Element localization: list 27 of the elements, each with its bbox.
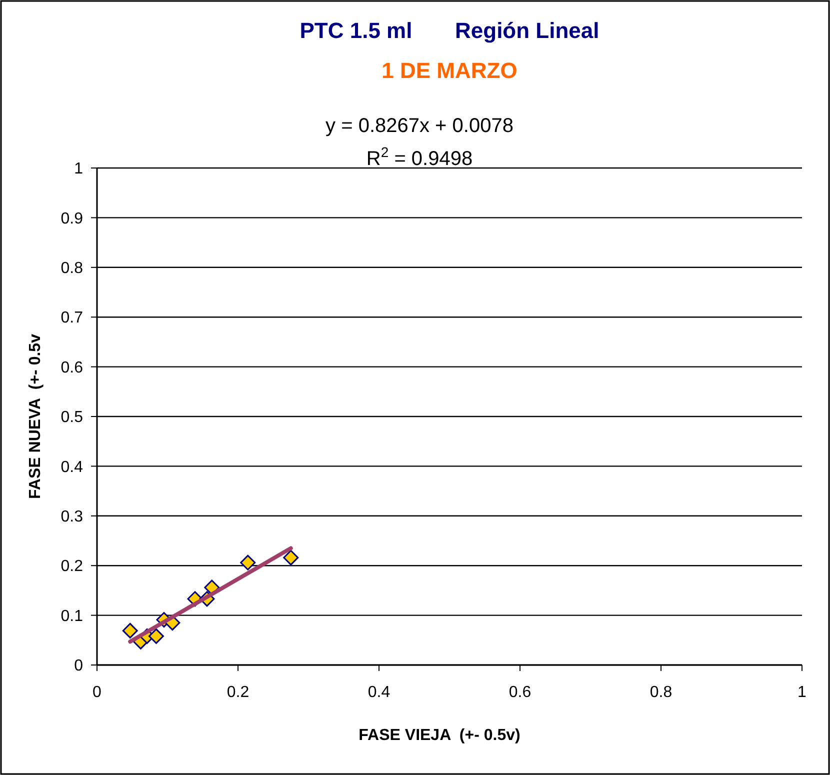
point bbox=[148, 628, 164, 644]
x-tick-label: 0.4 bbox=[368, 684, 390, 701]
y-tick-label: 0.1 bbox=[60, 608, 84, 625]
x-tick-label: 0 bbox=[92, 684, 102, 701]
y-tick-label: 1 bbox=[74, 160, 84, 178]
x-tick-label: 0.2 bbox=[226, 684, 250, 701]
y-tick-label: 0.7 bbox=[60, 310, 84, 327]
y-tick-label: 0.5 bbox=[60, 409, 84, 426]
y-tick-label: 0.4 bbox=[60, 458, 84, 476]
point bbox=[122, 622, 138, 638]
point bbox=[283, 550, 299, 566]
x-axis-title: FASE VIEJA (+- 0.5v) bbox=[358, 727, 520, 744]
point bbox=[240, 554, 256, 570]
chart-subtitle: 1 DE MARZO bbox=[382, 58, 518, 83]
y-tick-label: 0 bbox=[74, 658, 84, 675]
y-tick-label: 0.6 bbox=[60, 359, 84, 376]
y-tick-label: 0.8 bbox=[60, 260, 84, 277]
x-tick-label: 0.8 bbox=[650, 684, 672, 701]
chart-title: PTC 1.5 ml Región Lineal bbox=[300, 18, 600, 43]
x-tick-label: 0.6 bbox=[508, 684, 532, 701]
annotation: R$^{2}$ = 0.9498 bbox=[366, 144, 473, 170]
y-tick-label: 0.3 bbox=[60, 508, 84, 526]
y-axis-title: FASE NUEVA (+- 0.5v bbox=[27, 334, 44, 499]
y-tick-label: 0.2 bbox=[60, 558, 84, 576]
x-tick-label: 1 bbox=[798, 684, 807, 701]
text: y = 0.8267x + 0.0078 bbox=[326, 115, 514, 137]
y-tick-label: 0.9 bbox=[60, 210, 84, 228]
